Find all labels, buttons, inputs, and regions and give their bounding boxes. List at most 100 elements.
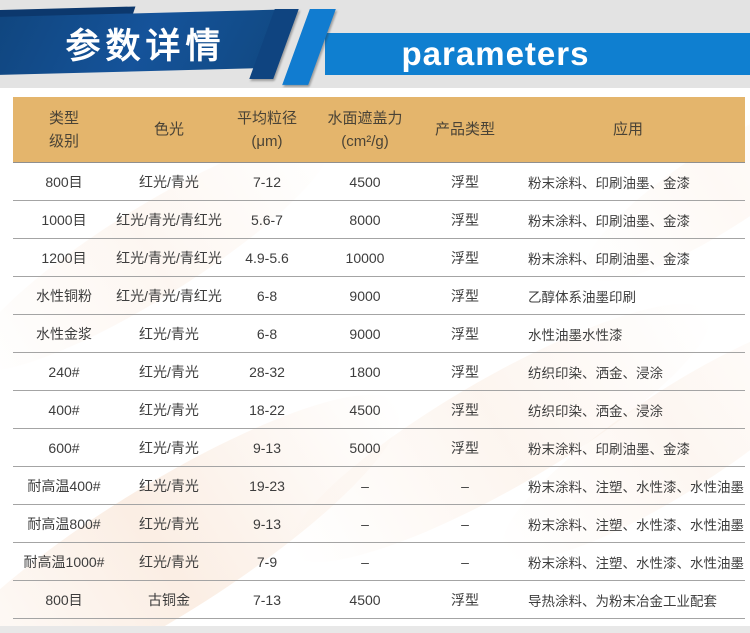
cell-type-grade: 耐高温400# bbox=[27, 477, 101, 494]
cell-application: 纺织印染、洒金、浸涂 bbox=[528, 403, 663, 419]
cell-type-grade: 800目 bbox=[45, 173, 83, 190]
cell-color-tone: 红光/青光 bbox=[139, 173, 199, 190]
table-row: 600# 红光/青光 9-13 5000 浮型 粉末涂料、印刷油墨、金漆 bbox=[13, 429, 745, 467]
table-row: 耐高温1000# 红光/青光 7-9 – – 粉末涂料、注塑、水性漆、水性油墨 bbox=[13, 543, 745, 581]
table-row: 400# 红光/青光 18-22 4500 浮型 纺织印染、洒金、浸涂 bbox=[13, 391, 745, 429]
cell-application: 粉末涂料、印刷油墨、金漆 bbox=[528, 175, 690, 191]
section-title-cn: 参数详情 bbox=[65, 26, 226, 66]
cell-coverage: 9000 bbox=[349, 287, 381, 304]
table-row: 水性金浆 红光/青光 6-8 9000 浮型 水性油墨水性漆 bbox=[13, 315, 745, 353]
cell-product-type: 浮型 bbox=[451, 287, 479, 304]
col-header-coverage: 水面遮盖力 (cm²/g) bbox=[311, 107, 419, 153]
cell-application: 粉末涂料、印刷油墨、金漆 bbox=[528, 441, 690, 457]
parameters-band: parameters bbox=[325, 33, 750, 75]
cell-type-grade: 600# bbox=[48, 439, 80, 456]
table-row: 1200目 红光/青光/青红光 4.9-5.6 10000 浮型 粉末涂料、印刷… bbox=[13, 239, 745, 277]
cell-application: 粉末涂料、注塑、水性漆、水性油墨 bbox=[528, 517, 744, 533]
col-header-line: 产品类型 bbox=[434, 121, 495, 138]
cell-coverage: 4500 bbox=[349, 173, 381, 190]
col-header-application: 应用 bbox=[511, 118, 745, 141]
cell-application: 水性油墨水性漆 bbox=[528, 327, 623, 343]
cell-coverage: 4500 bbox=[349, 401, 381, 418]
cell-product-type: – bbox=[461, 515, 469, 532]
table-row: 耐高温800# 红光/青光 9-13 – – 粉末涂料、注塑、水性漆、水性油墨 bbox=[13, 505, 745, 543]
cell-product-type: 浮型 bbox=[451, 211, 479, 228]
col-header-particle-size: 平均粒径 (μm) bbox=[223, 107, 311, 153]
cell-coverage: – bbox=[361, 477, 369, 494]
col-header-line: 水面遮盖力 bbox=[327, 109, 403, 127]
cell-particle-size: 5.6-7 bbox=[251, 211, 283, 228]
bottom-gray-strip bbox=[0, 626, 750, 633]
cell-color-tone: 红光/青光/青红光 bbox=[116, 249, 222, 266]
table-row: 800目 古铜金 7-13 4500 浮型 导热涂料、为粉末冶金工业配套 bbox=[13, 581, 745, 619]
cell-color-tone: 红光/青光 bbox=[139, 515, 199, 532]
col-header-line: (cm²/g) bbox=[341, 132, 389, 150]
col-header-line: 应用 bbox=[612, 121, 643, 138]
col-header-product-type: 产品类型 bbox=[419, 118, 511, 141]
cell-coverage: 10000 bbox=[345, 249, 385, 266]
col-header-line: 类型 bbox=[48, 109, 79, 127]
cell-particle-size: 4.9-5.6 bbox=[245, 249, 289, 266]
cell-coverage: – bbox=[361, 553, 369, 570]
cell-particle-size: 7-12 bbox=[252, 173, 282, 190]
cell-product-type: 浮型 bbox=[451, 401, 479, 418]
cell-particle-size: 18-22 bbox=[249, 401, 285, 418]
cell-product-type: – bbox=[461, 553, 469, 570]
cell-product-type: 浮型 bbox=[451, 363, 479, 380]
cell-type-grade: 1000目 bbox=[41, 211, 87, 228]
cell-coverage: 4500 bbox=[349, 591, 381, 608]
cell-color-tone: 红光/青光 bbox=[139, 401, 199, 418]
cell-application: 粉末涂料、注塑、水性漆、水性油墨 bbox=[528, 479, 744, 495]
cell-product-type: – bbox=[461, 477, 469, 494]
cell-product-type: 浮型 bbox=[451, 249, 479, 266]
cell-type-grade: 耐高温1000# bbox=[23, 553, 105, 570]
cell-color-tone: 红光/青光 bbox=[139, 477, 199, 494]
cell-coverage: 5000 bbox=[349, 439, 381, 456]
col-header-line: 平均粒径 bbox=[236, 109, 297, 127]
cell-coverage: – bbox=[361, 515, 369, 532]
table-row: 800目 红光/青光 7-12 4500 浮型 粉末涂料、印刷油墨、金漆 bbox=[13, 163, 745, 201]
cell-product-type: 浮型 bbox=[451, 591, 479, 608]
cell-particle-size: 9-13 bbox=[252, 515, 282, 532]
cell-color-tone: 红光/青光/青红光 bbox=[116, 287, 222, 304]
cell-product-type: 浮型 bbox=[451, 325, 479, 342]
content-area: 类型 级别 色光 平均粒径 (μm) 水面遮盖力 (cm²/g) 产品类型 bbox=[0, 88, 750, 626]
cell-color-tone: 红光/青光 bbox=[139, 325, 199, 342]
parameters-table: 类型 级别 色光 平均粒径 (μm) 水面遮盖力 (cm²/g) 产品类型 bbox=[13, 97, 745, 619]
cell-particle-size: 7-9 bbox=[256, 553, 278, 570]
table-row: 240# 红光/青光 28-32 1800 浮型 纺织印染、洒金、浸涂 bbox=[13, 353, 745, 391]
cell-product-type: 浮型 bbox=[451, 173, 479, 190]
col-header-type-grade: 类型 级别 bbox=[13, 107, 115, 153]
col-header-line: (μm) bbox=[251, 132, 283, 150]
cell-color-tone: 红光/青光 bbox=[139, 363, 199, 380]
cell-coverage: 9000 bbox=[349, 325, 381, 342]
table-row: 1000目 红光/青光/青红光 5.6-7 8000 浮型 粉末涂料、印刷油墨、… bbox=[13, 201, 745, 239]
cell-particle-size: 28-32 bbox=[249, 363, 285, 380]
cell-type-grade: 400# bbox=[48, 401, 80, 418]
cell-particle-size: 6-8 bbox=[256, 287, 278, 304]
cell-color-tone: 红光/青光 bbox=[139, 553, 199, 570]
cell-type-grade: 800目 bbox=[45, 591, 83, 608]
cell-type-grade: 水性金浆 bbox=[36, 325, 92, 342]
cell-color-tone: 红光/青光/青红光 bbox=[116, 211, 222, 228]
cell-type-grade: 240# bbox=[48, 363, 80, 380]
col-header-color-tone: 色光 bbox=[115, 118, 223, 141]
cell-application: 粉末涂料、注塑、水性漆、水性油墨 bbox=[528, 555, 744, 571]
cell-color-tone: 红光/青光 bbox=[139, 439, 199, 456]
cell-coverage: 8000 bbox=[349, 211, 381, 228]
cell-application: 粉末涂料、印刷油墨、金漆 bbox=[528, 251, 690, 267]
cell-coverage: 1800 bbox=[349, 363, 381, 380]
cell-color-tone: 古铜金 bbox=[148, 591, 190, 608]
cell-application: 粉末涂料、印刷油墨、金漆 bbox=[528, 213, 690, 229]
cell-application: 纺织印染、洒金、浸涂 bbox=[528, 365, 663, 381]
table-header-row: 类型 级别 色光 平均粒径 (μm) 水面遮盖力 (cm²/g) 产品类型 bbox=[13, 97, 745, 163]
cell-application: 乙醇体系油墨印刷 bbox=[528, 289, 636, 305]
table-row: 水性铜粉 红光/青光/青红光 6-8 9000 浮型 乙醇体系油墨印刷 bbox=[13, 277, 745, 315]
cell-particle-size: 6-8 bbox=[256, 325, 278, 342]
cell-type-grade: 水性铜粉 bbox=[36, 287, 92, 304]
cell-type-grade: 耐高温800# bbox=[27, 515, 101, 532]
col-header-line: 级别 bbox=[48, 132, 79, 150]
section-title-banner: parameters 参数详情 bbox=[0, 0, 750, 88]
cell-particle-size: 9-13 bbox=[252, 439, 282, 456]
